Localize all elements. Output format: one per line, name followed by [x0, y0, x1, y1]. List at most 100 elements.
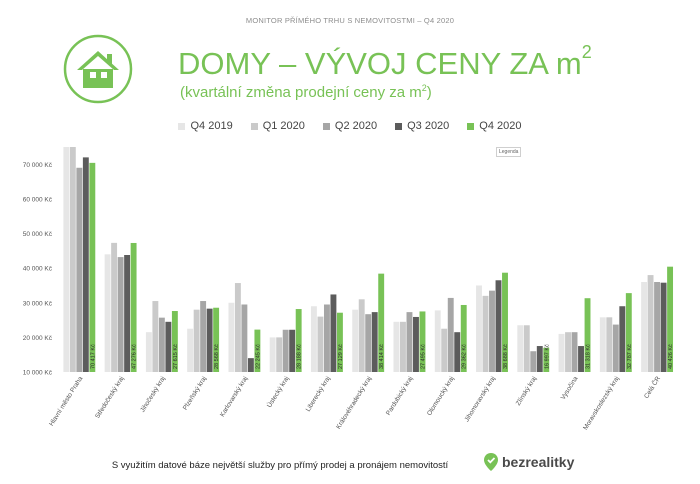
- bar: [254, 329, 261, 372]
- bar: [158, 317, 165, 372]
- data-label: 38 688 Kč: [503, 344, 509, 369]
- y-tick-label: 70 000 Kč: [23, 162, 53, 169]
- bar: [660, 282, 667, 372]
- bar: [654, 282, 661, 372]
- bar: [406, 312, 413, 372]
- bar: [393, 321, 400, 372]
- bar: [647, 275, 654, 372]
- bar: [378, 273, 385, 372]
- bar: [336, 312, 343, 372]
- bar: [495, 280, 502, 372]
- bar: [517, 325, 524, 372]
- page-title: DOMY – VÝVOJ CENY ZA m2: [178, 42, 592, 82]
- bar: [619, 306, 626, 372]
- bar: [489, 290, 495, 372]
- legend-label: Q4 2020: [479, 120, 522, 132]
- bar: [641, 282, 648, 372]
- bar: [317, 316, 324, 372]
- bar: [530, 351, 537, 372]
- bar: [667, 266, 674, 372]
- legend-item: Q4 2019: [178, 120, 233, 132]
- x-tick-label: Moravskoslezský kraj: [582, 375, 621, 431]
- y-tick-label: 60 000 Kč: [23, 196, 53, 203]
- legend-label: Q2 2020: [334, 120, 378, 132]
- bar: [476, 285, 482, 372]
- bar: [152, 301, 159, 372]
- legend-tooltip: Legenda: [496, 147, 522, 157]
- bar: [434, 310, 441, 372]
- bar: [558, 333, 565, 372]
- x-tick-label: Celá ČR: [641, 374, 662, 400]
- legend-label: Q3 2020: [407, 120, 450, 132]
- bar: [310, 306, 317, 372]
- x-tick-label: Liberecký kraj: [305, 375, 332, 413]
- bar: [165, 321, 172, 372]
- bar: [571, 332, 578, 372]
- bar: [241, 304, 248, 372]
- bar: [89, 162, 96, 372]
- legend-item: Q3 2020: [395, 120, 449, 132]
- bar: [578, 346, 584, 372]
- bar: [460, 304, 467, 372]
- legend-swatch: [322, 122, 330, 130]
- bar: [282, 329, 289, 372]
- bar: [584, 298, 591, 372]
- bar: [482, 295, 489, 372]
- data-label: 31 318 Kč: [586, 344, 592, 369]
- legend-label: Q1 2020: [262, 120, 305, 132]
- bar: [193, 309, 200, 372]
- bar: [228, 302, 235, 372]
- bar: [454, 332, 461, 372]
- data-label: 32 787 Kč: [627, 344, 633, 369]
- data-label: 28 188 Kč: [297, 344, 303, 369]
- bar: [612, 324, 619, 372]
- footer-note: S využitím datové báze největší služby p…: [111, 460, 449, 471]
- bar: [543, 347, 550, 372]
- bar: [206, 308, 213, 372]
- legend-item: Q1 2020: [250, 120, 305, 132]
- data-label: 40 426 Kč: [668, 344, 674, 369]
- bar: [330, 294, 337, 372]
- bar: [276, 337, 283, 372]
- data-label: 27 615 Kč: [173, 344, 179, 369]
- bar: [400, 321, 406, 372]
- monitor-heading: MONITOR PŘÍMÉHO TRHU S NEMOVITOSTMI – Q4…: [245, 16, 455, 25]
- bar: [187, 328, 194, 372]
- data-label: 47 276 Kč: [132, 344, 138, 369]
- x-tick-label: Středočeský kraj: [94, 375, 125, 419]
- subtitle-superscript: 2: [421, 83, 427, 93]
- bar: [565, 332, 571, 372]
- x-tick-label: Královéhradecký kraj: [335, 375, 373, 430]
- bar: [536, 346, 543, 372]
- bar: [599, 317, 606, 372]
- x-tick-label: Hlavní město Praha: [48, 375, 84, 427]
- data-label: 16 997 Kč: [544, 344, 550, 369]
- x-tick-label: Jihočeský kraj: [139, 375, 167, 413]
- y-tick-label: 50 000 Kč: [23, 231, 53, 238]
- subtitle-text: (kvartální změna prodejní ceny za m: [180, 84, 422, 101]
- data-label: 38 414 Kč: [379, 344, 385, 369]
- bar: [358, 299, 365, 372]
- bar: [117, 257, 124, 372]
- brand-logo: bezrealitky: [484, 453, 574, 471]
- bar: [171, 311, 178, 372]
- x-tick-label: Zlínský kraj: [515, 375, 538, 407]
- bar: [447, 297, 454, 372]
- bar: [365, 314, 372, 372]
- data-label: 70 417 Kč: [90, 344, 96, 369]
- bar: [625, 293, 632, 372]
- bar: [130, 242, 137, 372]
- bar: [247, 358, 254, 372]
- legend-label: Q4 2019: [190, 120, 233, 132]
- legend-swatch: [467, 122, 475, 130]
- bar: [124, 255, 131, 372]
- bar: [413, 316, 419, 372]
- bar: [145, 332, 152, 372]
- legend-item: Q2 2020: [322, 120, 378, 132]
- location-pin-icon: [484, 453, 498, 471]
- x-tick-label: Plzeňský kraj: [182, 375, 208, 411]
- legend-swatch: [250, 122, 258, 130]
- bar: [82, 157, 89, 372]
- chart-legend: Q4 2019 Q1 2020 Q2 2020 Q3 2020 Q4 2020: [0, 120, 700, 132]
